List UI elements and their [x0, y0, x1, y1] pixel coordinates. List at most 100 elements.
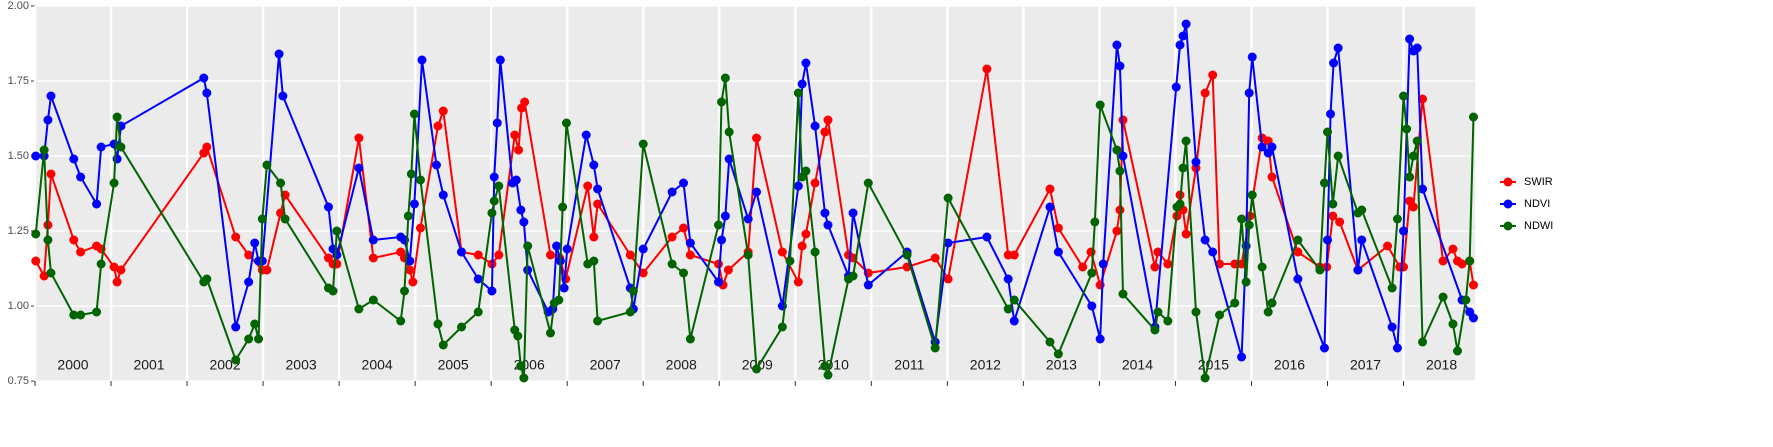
- point: [46, 91, 56, 101]
- point: [982, 232, 992, 242]
- point: [354, 304, 364, 314]
- x-tick-label: 2008: [666, 357, 697, 373]
- point: [1392, 214, 1402, 224]
- point: [368, 253, 378, 263]
- point: [1200, 88, 1210, 98]
- point: [1418, 337, 1428, 347]
- point: [1405, 172, 1415, 182]
- point: [1408, 202, 1418, 212]
- x-tick-label: 2007: [590, 357, 621, 373]
- point: [332, 226, 342, 236]
- point: [487, 286, 497, 296]
- point: [583, 181, 593, 191]
- legend-label: SWIR: [1524, 176, 1553, 188]
- point: [473, 274, 483, 284]
- point: [593, 199, 603, 209]
- point: [863, 178, 873, 188]
- legend-label: NDWI: [1524, 220, 1553, 232]
- point: [793, 277, 803, 287]
- point: [810, 178, 820, 188]
- point: [1045, 184, 1055, 194]
- point: [492, 118, 502, 128]
- point: [797, 241, 807, 251]
- point: [250, 238, 260, 248]
- point: [1098, 259, 1108, 269]
- point: [801, 166, 811, 176]
- point: [202, 274, 212, 284]
- legend-key: [1503, 177, 1513, 187]
- point: [628, 286, 638, 296]
- legend-key: [1503, 221, 1513, 231]
- point: [1387, 283, 1397, 293]
- point: [1418, 94, 1428, 104]
- point: [1053, 247, 1063, 257]
- point: [202, 88, 212, 98]
- point: [262, 160, 272, 170]
- point: [1171, 82, 1181, 92]
- point: [457, 247, 467, 257]
- point: [473, 307, 483, 317]
- point: [1200, 235, 1210, 245]
- y-tick-label: 0.75: [8, 375, 29, 387]
- point: [112, 112, 122, 122]
- point: [1112, 226, 1122, 236]
- point: [494, 181, 504, 191]
- point: [793, 181, 803, 191]
- point: [433, 319, 443, 329]
- point: [1267, 172, 1277, 182]
- point: [1453, 346, 1463, 356]
- point: [1112, 40, 1122, 50]
- point: [1237, 352, 1247, 362]
- point: [1090, 217, 1100, 227]
- point: [1247, 190, 1257, 200]
- point: [39, 145, 49, 155]
- point: [69, 154, 79, 164]
- point: [638, 244, 648, 254]
- point: [76, 172, 86, 182]
- point: [1461, 295, 1471, 305]
- x-tick-label: 2005: [438, 357, 469, 373]
- point: [1118, 115, 1128, 125]
- x-tick-label: 2001: [133, 357, 164, 373]
- point: [1438, 292, 1448, 302]
- point: [777, 322, 787, 332]
- point: [1078, 262, 1088, 272]
- point: [520, 97, 530, 107]
- point: [354, 133, 364, 143]
- point: [589, 256, 599, 266]
- point: [1405, 34, 1415, 44]
- point: [679, 268, 689, 278]
- point: [685, 238, 695, 248]
- x-tick-label: 2012: [970, 357, 1001, 373]
- point: [1009, 295, 1019, 305]
- point: [545, 328, 555, 338]
- point: [473, 250, 483, 260]
- point: [943, 193, 953, 203]
- point: [406, 169, 416, 179]
- point: [1465, 256, 1475, 266]
- point: [679, 178, 689, 188]
- x-tick-label: 2015: [1198, 357, 1229, 373]
- point: [405, 265, 415, 275]
- point: [250, 319, 260, 329]
- point: [848, 271, 858, 281]
- point: [231, 322, 241, 332]
- point: [1392, 343, 1402, 353]
- point: [92, 307, 102, 317]
- point: [39, 271, 49, 281]
- point: [1045, 337, 1055, 347]
- point: [523, 241, 533, 251]
- point: [519, 217, 529, 227]
- point: [438, 190, 448, 200]
- point: [1095, 334, 1105, 344]
- point: [823, 370, 833, 380]
- point: [667, 187, 677, 197]
- point: [545, 250, 555, 260]
- point: [982, 64, 992, 74]
- point: [96, 259, 106, 269]
- point: [1293, 247, 1303, 257]
- point: [593, 316, 603, 326]
- point: [46, 169, 56, 179]
- legend-key: [1503, 199, 1513, 209]
